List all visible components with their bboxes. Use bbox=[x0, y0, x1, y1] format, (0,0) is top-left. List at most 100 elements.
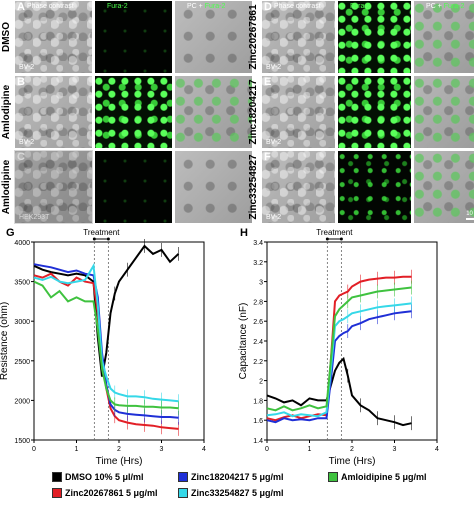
chart-g-series-4-line bbox=[33, 280, 179, 410]
chart-g-xtick-label: 3 bbox=[160, 446, 164, 453]
chart-g-ytick-label: 4000 bbox=[14, 240, 30, 247]
chart-h-xlabel: Time (Hrs) bbox=[329, 456, 376, 467]
micrograph-d-fura: Fura-2 bbox=[337, 0, 412, 74]
chart-h-xtick-label: 3 bbox=[393, 446, 397, 453]
row-label-b: Amlodipine bbox=[1, 84, 12, 140]
micrograph-d-pc: PC + Fura-2 bbox=[413, 0, 474, 74]
legend-item-zinc18204217: Zinc18204217 5 μg/ml bbox=[178, 472, 284, 482]
chart-g-ytick-label: 2000 bbox=[14, 398, 30, 405]
chart-g-xtick-label: 2 bbox=[117, 446, 121, 453]
chart-h-ytick-label: 2.8 bbox=[253, 299, 263, 306]
column-header-phase: Phase contrast bbox=[274, 3, 321, 10]
chart-h-treatment-dot-start bbox=[325, 237, 329, 241]
chart-g-panel-letter: G bbox=[6, 227, 15, 239]
cell-line-label-f: BV-2 bbox=[266, 214, 282, 221]
chart-g-treatment-dot-end bbox=[106, 237, 110, 241]
panel-letter-d: D bbox=[264, 1, 272, 13]
micrograph-a-fura: Fura-2 bbox=[94, 0, 173, 74]
chart-h-series-3-line bbox=[266, 302, 412, 418]
charts-area: G 1500 2000 2500 3000 3500 4000 0 1 2 3 4 Time (Hrs)… bbox=[0, 227, 439, 467]
chart-h-ytick-label: 2 bbox=[259, 379, 263, 386]
panel-letter-e: E bbox=[264, 76, 272, 88]
chart-h-ytick-label: 1.6 bbox=[253, 418, 263, 425]
chart-g-ytick-label: 2500 bbox=[14, 359, 30, 366]
legend-label-dmso: DMSO 10% 5 μl/ml bbox=[65, 472, 144, 482]
legend-swatch-zinc18204217 bbox=[178, 472, 188, 482]
micrograph-c-fura bbox=[94, 150, 173, 224]
chart-g-ytick-label: 3000 bbox=[14, 319, 30, 326]
chart-h-xtick-label: 4 bbox=[435, 446, 439, 453]
chart-h-ytick-label: 3.4 bbox=[253, 240, 263, 247]
chart-h-ytick-label: 3.2 bbox=[253, 260, 263, 267]
micrograph-b-fura bbox=[94, 75, 173, 149]
micrograph-c-phase: C HEK293T bbox=[14, 150, 93, 224]
chart-g-treatment-label: Treatment bbox=[83, 228, 120, 237]
legend-swatch-dmso bbox=[52, 472, 62, 482]
cell-line-label-a: BV-2 bbox=[19, 64, 35, 71]
micrograph-e-pc bbox=[413, 75, 474, 149]
column-header-pc-prefix: PC bbox=[187, 3, 197, 10]
chart-g-ylabel: Resistance (ohm) bbox=[0, 302, 10, 380]
micrograph-grid: DMSO Phase contrast A BV-2 Fura-2 PC + Fura-2… bbox=[0, 0, 474, 226]
legend-label-amlodipine: Amloidipine 5 μg/ml bbox=[341, 472, 427, 482]
micrograph-c-pc bbox=[174, 150, 253, 224]
cell-line-label-e: BV-2 bbox=[266, 139, 282, 146]
chart-h-xtick-label: 1 bbox=[308, 446, 312, 453]
chart-h-series-4-line bbox=[266, 286, 412, 412]
column-header-plus: + bbox=[435, 3, 444, 10]
legend-label-zinc20267861: Zinc20267861 5 μg/ml bbox=[65, 488, 158, 498]
chart-h-treatment-label: Treatment bbox=[316, 228, 353, 237]
chart-h-ytick-label: 1.4 bbox=[253, 438, 263, 445]
micrograph-e-phase: E BV-2 bbox=[261, 75, 336, 149]
row-label-a: DMSO bbox=[1, 22, 12, 52]
legend-swatch-zinc33254827 bbox=[178, 488, 188, 498]
row-label-c: Amlodipine bbox=[1, 159, 12, 215]
micrograph-a-phase: Phase contrast A BV-2 bbox=[14, 0, 93, 74]
column-header-fura: Fura-2 bbox=[107, 3, 128, 10]
chart-g: G 1500 2000 2500 3000 3500 4000 0 1 2 3 4 Time (Hrs)… bbox=[0, 227, 206, 467]
chart-h-xtick-label: 2 bbox=[350, 446, 354, 453]
chart-h-treatment-dot-end bbox=[339, 237, 343, 241]
chart-h-series-0-line bbox=[266, 356, 412, 427]
column-header-pc-fura: PC + Fura-2 bbox=[426, 3, 464, 10]
chart-g-series-0-line bbox=[33, 244, 180, 377]
micrograph-f-fura bbox=[337, 150, 412, 224]
column-header-pc-fura: PC + Fura-2 bbox=[187, 3, 225, 10]
chart-h: H 1.4 1.6 1.8 2 2.2 2.4 2.6 2.8 3 3.2 3.4 0 1 2 3 4 Time … bbox=[238, 227, 439, 467]
micrograph-b-pc bbox=[174, 75, 253, 149]
legend: DMSO 10% 5 μl/ml Zinc18204217 5 μg/ml Am… bbox=[0, 470, 474, 514]
chart-g-xtick-label: 0 bbox=[32, 446, 36, 453]
row-label-f: Zinc33254827 bbox=[248, 154, 259, 220]
chart-h-panel-letter: H bbox=[240, 227, 248, 239]
chart-g-treatment-dot-start bbox=[92, 237, 96, 241]
chart-h-ylabel: Capacitance (nF) bbox=[238, 303, 249, 380]
micrograph-f-pc: 10 μm bbox=[413, 150, 474, 224]
cell-line-label-b: BV-2 bbox=[19, 139, 35, 146]
chart-g-series-3-line bbox=[33, 262, 179, 403]
cell-line-label-c: HEK293T bbox=[19, 214, 50, 221]
chart-h-ytick-label: 2.2 bbox=[253, 359, 263, 366]
panel-letter-c: C bbox=[17, 151, 25, 163]
panel-letter-b: B bbox=[17, 76, 25, 88]
column-header-fura: Fura-2 bbox=[350, 3, 371, 10]
micrograph-f-phase: F BV-2 bbox=[261, 150, 336, 224]
legend-label-zinc18204217: Zinc18204217 5 μg/ml bbox=[191, 472, 284, 482]
chart-h-series-1-line bbox=[266, 275, 412, 422]
chart-g-xtick-label: 1 bbox=[75, 446, 79, 453]
cell-line-label-d: BV-2 bbox=[266, 64, 282, 71]
legend-item-dmso: DMSO 10% 5 μl/ml bbox=[52, 472, 144, 482]
column-header-plus: + bbox=[196, 3, 205, 10]
micrograph-d-phase: Phase contrast D BV-2 bbox=[261, 0, 336, 74]
chart-g-xlabel: Time (Hrs) bbox=[96, 456, 143, 467]
legend-item-zinc33254827: Zinc33254827 5 μg/ml bbox=[178, 488, 284, 498]
micrograph-b-phase: B BV-2 bbox=[14, 75, 93, 149]
chart-h-ytick-label: 2.6 bbox=[253, 319, 263, 326]
row-label-e: Zinc18204217 bbox=[248, 79, 259, 145]
micrograph-e-fura bbox=[337, 75, 412, 149]
panel-letter-f: F bbox=[264, 151, 271, 163]
column-header-phase: Phase contrast bbox=[27, 3, 74, 10]
micrograph-a-pc: PC + Fura-2 bbox=[174, 0, 253, 74]
chart-g-ytick-label: 1500 bbox=[14, 438, 30, 445]
scale-bar: 10 μm bbox=[466, 211, 474, 220]
